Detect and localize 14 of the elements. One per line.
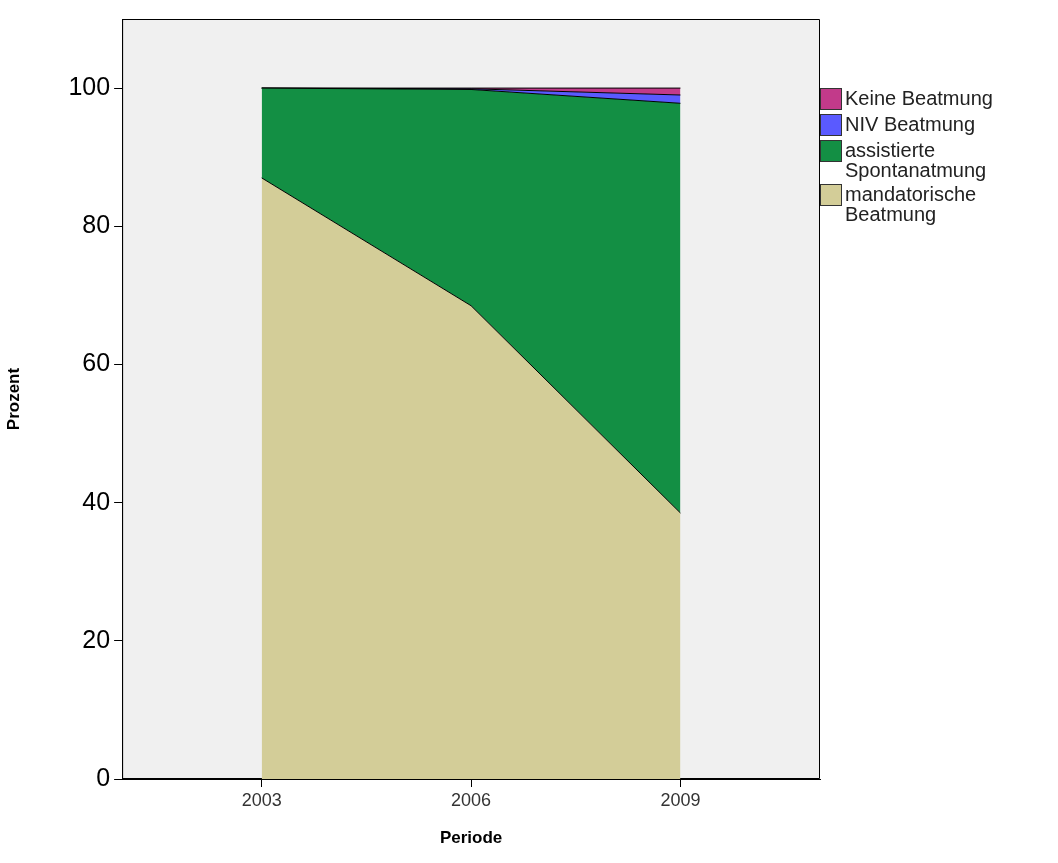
legend-label: Keine Beatmung <box>845 87 994 109</box>
y-tick-label: 20 <box>82 624 111 653</box>
x-tick-label: 2006 <box>451 789 492 810</box>
y-tick-label: 0 <box>96 762 111 791</box>
y-axis-title: Prozent <box>3 367 23 431</box>
x-axis-title: Periode <box>439 828 503 848</box>
y-tick-label: 100 <box>68 71 111 100</box>
x-tick-label: 2003 <box>241 789 282 810</box>
legend-label: mandatorische Beatmung <box>845 183 978 225</box>
legend-label: NIV Beatmung <box>845 113 977 135</box>
x-tick-label: 2009 <box>660 789 701 810</box>
y-tick-label: 40 <box>82 486 111 515</box>
y-tick-label: 60 <box>82 348 111 377</box>
y-tick-label: 80 <box>82 210 111 239</box>
